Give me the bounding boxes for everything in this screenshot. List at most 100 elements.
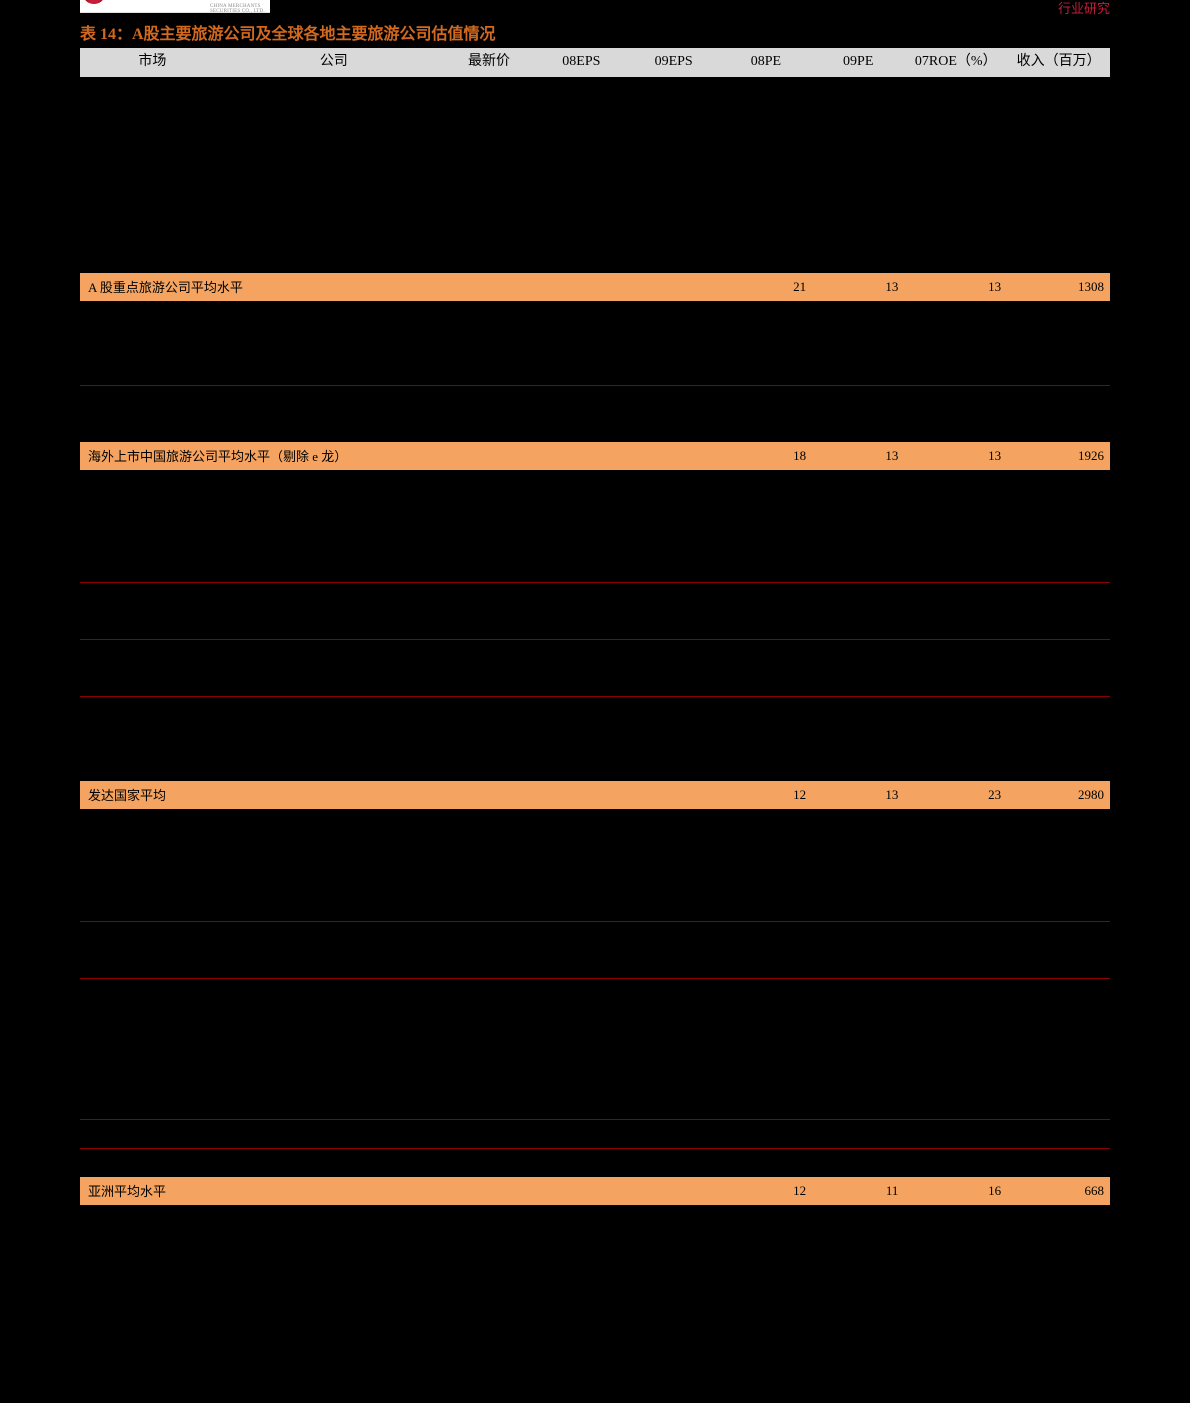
table-cell: [535, 582, 627, 611]
table-cell: [904, 357, 1007, 386]
table-cell: [904, 133, 1007, 161]
table-cell: [225, 611, 443, 640]
table-cell: [443, 921, 535, 950]
table-cell: [80, 77, 225, 105]
table-cell: [904, 470, 1007, 498]
table-row: [80, 329, 1110, 357]
table-cell: [1007, 1091, 1110, 1120]
table-cell: [720, 753, 812, 781]
table-cell: [720, 611, 812, 640]
table-cell: [812, 245, 904, 273]
table-cell: [812, 978, 904, 1007]
table-cell: [720, 1063, 812, 1091]
table-cell: [80, 161, 225, 189]
table-cell: [225, 526, 443, 554]
col-eps08: 08EPS: [535, 48, 627, 77]
table-cell: [1007, 696, 1110, 725]
table-row: [80, 105, 1110, 133]
table-row: [80, 357, 1110, 386]
table-cell: [1007, 189, 1110, 217]
table-cell: [535, 978, 627, 1007]
table-title: 表 14：A股主要旅游公司及全球各地主要旅游公司估值情况: [80, 26, 496, 43]
table-cell: [225, 498, 443, 526]
summary-value: 18: [720, 442, 812, 470]
table-cell: [720, 837, 812, 865]
logo-icon: [84, 0, 104, 4]
summary-value: 21: [720, 273, 812, 301]
table-cell: [443, 301, 535, 329]
table-cell: [904, 105, 1007, 133]
table-row: [80, 301, 1110, 329]
table-cell: [904, 301, 1007, 329]
table-cell: [812, 554, 904, 583]
table-cell: [627, 526, 719, 554]
summary-row: A 股重点旅游公司平均水平2113131308: [80, 273, 1110, 301]
table-cell: [812, 329, 904, 357]
table-cell: [225, 753, 443, 781]
table-row: [80, 1148, 1110, 1177]
table-cell: [1007, 921, 1110, 950]
table-cell: [1007, 611, 1110, 640]
summary-label: A 股重点旅游公司平均水平: [80, 273, 720, 301]
table-cell: [627, 105, 719, 133]
table-cell: [720, 1091, 812, 1120]
table-cell: [720, 329, 812, 357]
table-cell: [720, 809, 812, 837]
col-company: 公司: [225, 48, 443, 77]
summary-value: 13: [812, 442, 904, 470]
table-cell: [904, 498, 1007, 526]
table-cell: [80, 526, 225, 554]
table-cell: [904, 837, 1007, 865]
table-cell: [627, 470, 719, 498]
table-cell: [225, 1119, 443, 1148]
table-cell: [443, 498, 535, 526]
table-cell: [627, 753, 719, 781]
table-cell: [443, 245, 535, 273]
table-cell: [812, 725, 904, 753]
table-cell: [720, 357, 812, 386]
table-cell: [443, 725, 535, 753]
table-cell: [225, 837, 443, 865]
table-cell: [812, 1063, 904, 1091]
table-cell: [225, 1035, 443, 1063]
table-cell: [225, 301, 443, 329]
table-cell: [443, 329, 535, 357]
table-cell: [535, 217, 627, 245]
table-cell: [1007, 837, 1110, 865]
header-bar: CHINA MERCHANTS SECURITIES CO., LTD. 行业研…: [0, 0, 1190, 12]
logo-area: CHINA MERCHANTS SECURITIES CO., LTD.: [80, 0, 270, 13]
table-cell: [904, 1035, 1007, 1063]
table-row: [80, 414, 1110, 442]
table-cell: [535, 950, 627, 979]
summary-label: 海外上市中国旅游公司平均水平（剔除 e 龙）: [80, 442, 720, 470]
table-cell: [1007, 385, 1110, 414]
table-cell: [904, 809, 1007, 837]
summary-row: 海外上市中国旅游公司平均水平（剔除 e 龙）1813131926: [80, 442, 1110, 470]
table-cell: [80, 582, 225, 611]
table-row: [80, 639, 1110, 668]
table-cell: [627, 217, 719, 245]
table-cell: [812, 582, 904, 611]
table-cell: [627, 1148, 719, 1177]
table-cell: [904, 1148, 1007, 1177]
table-cell: [535, 329, 627, 357]
summary-value: 13: [812, 273, 904, 301]
summary-row: 发达国家平均1213232980: [80, 781, 1110, 809]
summary-value: 1926: [1007, 442, 1110, 470]
table-cell: [1007, 357, 1110, 386]
table-cell: [80, 554, 225, 583]
table-cell: [720, 245, 812, 273]
table-cell: [225, 668, 443, 697]
table-row: [80, 978, 1110, 1007]
table-cell: [535, 77, 627, 105]
table-cell: [443, 582, 535, 611]
table-cell: [720, 470, 812, 498]
table-cell: [627, 245, 719, 273]
table-cell: [720, 1007, 812, 1035]
summary-value: 1308: [1007, 273, 1110, 301]
table-cell: [225, 357, 443, 386]
table-cell: [535, 725, 627, 753]
table-cell: [1007, 1063, 1110, 1091]
table-cell: [1007, 865, 1110, 893]
table-cell: [627, 950, 719, 979]
